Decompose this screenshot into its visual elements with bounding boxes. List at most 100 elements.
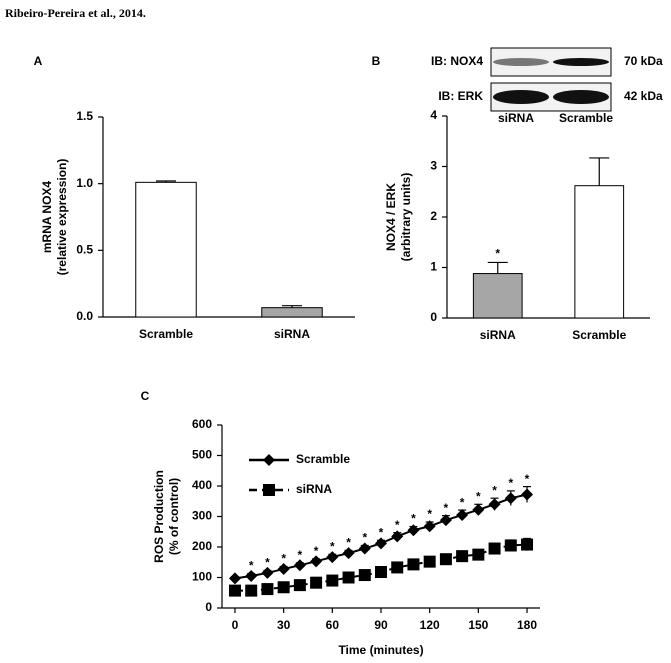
marker [504, 539, 517, 552]
marker [261, 583, 274, 596]
significance: * [249, 559, 254, 573]
x-axis-label: Time (minutes) [338, 643, 423, 657]
marker [277, 581, 290, 594]
y-tick-label: 200 [192, 539, 212, 553]
y-axis-label: (% of control) [167, 478, 181, 555]
significance: * [460, 495, 465, 509]
y-tick-label: 1 [430, 260, 437, 274]
x-tick-label: Scramble [139, 327, 193, 341]
marker [293, 579, 306, 592]
x-tick-label: 90 [374, 618, 388, 632]
y-tick-label: 0 [430, 310, 437, 324]
marker [439, 514, 452, 527]
marker [228, 572, 241, 585]
significance: * [362, 531, 367, 545]
bar [574, 185, 625, 319]
marker [423, 520, 436, 533]
marker [456, 508, 469, 521]
marker [521, 538, 534, 551]
x-tick-label: siRNA [480, 328, 516, 342]
marker [488, 498, 501, 511]
significance: * [379, 525, 384, 539]
significance: * [281, 552, 286, 566]
marker [342, 547, 355, 560]
marker [261, 566, 274, 579]
y-tick-label: 0.5 [76, 243, 93, 257]
marker [245, 584, 258, 597]
significance: * [314, 544, 319, 558]
marker [375, 537, 387, 550]
blot-lane-label: Scramble [559, 111, 613, 125]
marker [472, 503, 485, 516]
y-tick-label: 1.0 [76, 176, 93, 190]
significance: * [330, 539, 335, 553]
marker [423, 555, 436, 568]
bar [135, 181, 197, 318]
significance: * [427, 507, 432, 521]
x-tick-label: Scramble [572, 328, 626, 342]
y-axis-label: ROS Production [152, 470, 166, 563]
x-tick-label: 180 [517, 618, 537, 632]
significance: * [476, 489, 481, 503]
blot-band [553, 90, 609, 104]
marker [358, 542, 371, 555]
marker [472, 548, 485, 561]
marker [439, 553, 452, 566]
significance: * [508, 476, 513, 490]
y-tick-label: 0 [205, 600, 212, 614]
blot-band [493, 90, 549, 104]
significance: * [298, 548, 303, 562]
significance: * [525, 472, 530, 486]
x-tick-label: 60 [326, 618, 340, 632]
x-tick-label: 30 [277, 618, 291, 632]
marker [407, 558, 420, 571]
marker [504, 492, 517, 505]
significance: * [495, 247, 500, 261]
marker [456, 550, 469, 563]
significance: * [395, 518, 400, 532]
marker [521, 488, 534, 501]
legend-label: siRNA [296, 482, 332, 496]
marker [310, 576, 323, 589]
significance: * [411, 512, 416, 526]
panel-label: A [34, 54, 43, 68]
y-axis-label: mRNA NOX4 [40, 181, 54, 254]
header-title: Ribeiro-Pereira et al., 2014. [5, 6, 146, 20]
significance: * [265, 556, 270, 570]
bar [472, 273, 523, 319]
y-tick-label: 100 [192, 570, 212, 584]
x-tick-label: siRNA [274, 327, 310, 341]
y-tick-label: 400 [192, 478, 212, 492]
blot-band [493, 58, 549, 66]
y-tick-label: 4 [430, 108, 437, 122]
blot-row-label: IB: NOX4 [431, 54, 483, 68]
y-axis-label: NOX4 / ERK [384, 183, 398, 251]
marker [245, 569, 258, 582]
y-tick-label: 500 [192, 448, 212, 462]
y-axis-label: (relative expression) [55, 159, 69, 276]
x-tick-label: 0 [232, 618, 239, 632]
legend-marker [263, 484, 275, 496]
y-tick-label: 300 [192, 509, 212, 523]
blot-row-label: IB: ERK [438, 89, 483, 103]
blot-lane-label: siRNA [498, 111, 534, 125]
marker [358, 569, 371, 582]
legend-label: Scramble [296, 452, 350, 466]
y-tick-label: 2 [430, 209, 437, 223]
bar [261, 307, 323, 318]
marker [293, 559, 306, 572]
panel-label: C [141, 389, 150, 403]
legend-marker [263, 454, 275, 466]
marker [310, 555, 323, 568]
marker [391, 530, 404, 543]
marker [342, 571, 355, 584]
y-tick-label: 0.0 [76, 309, 93, 323]
y-axis-label: (arbitrary units) [399, 173, 413, 262]
marker [407, 524, 420, 537]
marker [488, 542, 501, 555]
blot-size-label: 70 kDa [624, 54, 663, 68]
marker [375, 566, 387, 579]
significance: * [444, 501, 449, 515]
marker [326, 551, 339, 564]
marker [391, 561, 404, 574]
